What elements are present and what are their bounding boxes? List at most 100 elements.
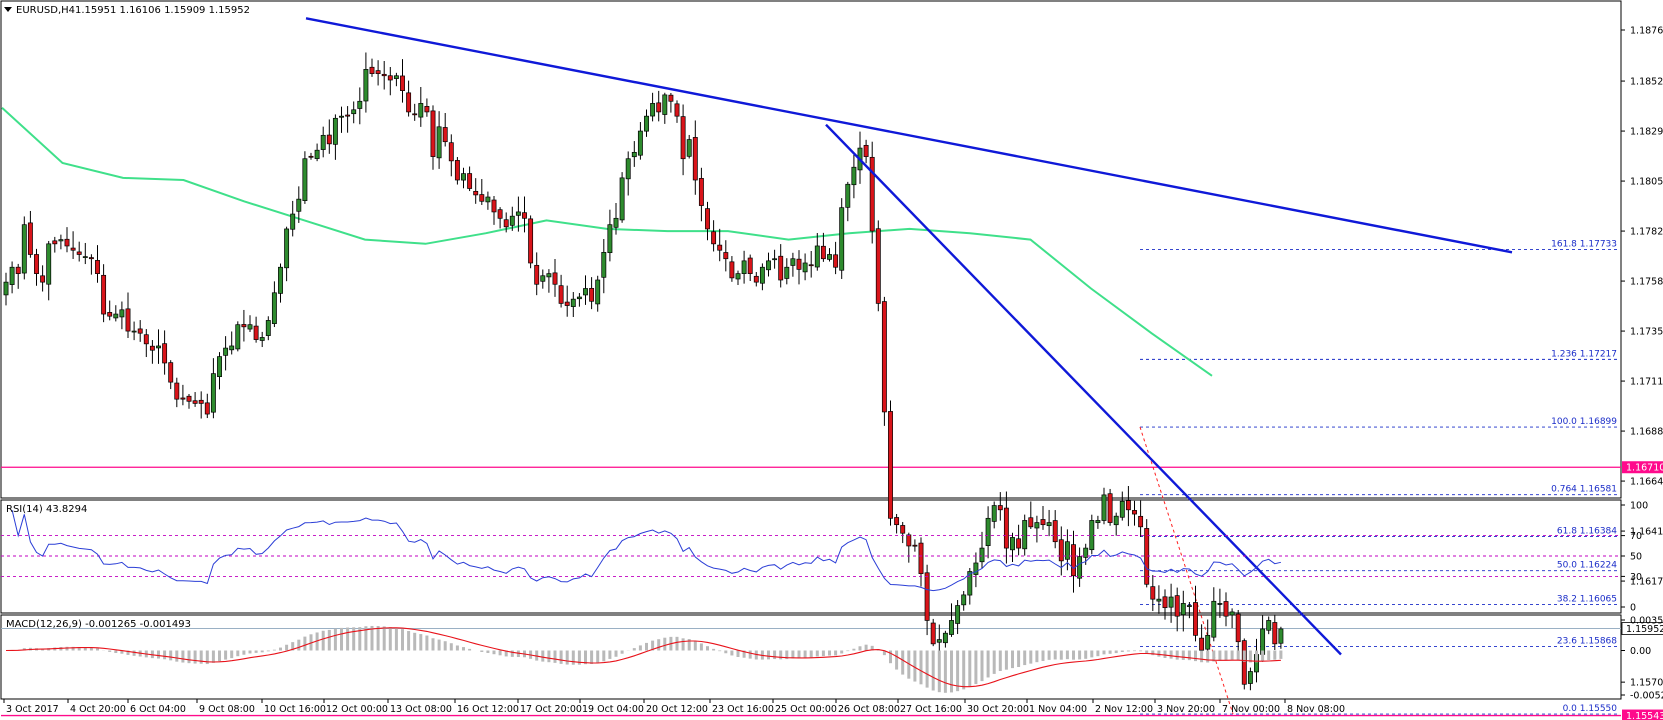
candle-body xyxy=(552,272,558,285)
candle-body xyxy=(790,258,796,266)
candle-body xyxy=(156,345,161,349)
fib-level-ratio: 161.8 xyxy=(1551,240,1580,250)
candle-body xyxy=(644,115,649,132)
candle-body xyxy=(278,266,283,294)
resistance-price-label: 1.16710 xyxy=(1626,463,1663,474)
candle-body xyxy=(540,275,546,282)
candle-body xyxy=(70,247,76,251)
candle-body xyxy=(613,217,619,228)
candle-body xyxy=(875,228,881,304)
candle-body xyxy=(637,130,643,156)
axes: 1.18765 1.18525 1.18290 1.18055 1.17820 1.175… xyxy=(3,26,1663,720)
time-tick-label: 4 Oct 20:00 xyxy=(70,704,126,715)
fib-level-price: 1.16384 xyxy=(1580,527,1617,537)
rsi-tick-label: 30 xyxy=(1630,572,1642,583)
candle-body xyxy=(1217,603,1223,605)
fib-level-ratio: 23.6 xyxy=(1557,636,1580,646)
candle-body xyxy=(717,244,723,251)
candle-body xyxy=(918,542,924,574)
candle-body xyxy=(583,288,588,296)
price-panel-frame xyxy=(0,0,1622,499)
candle-body xyxy=(839,207,845,271)
candle-body xyxy=(833,254,839,268)
candle-body xyxy=(1205,634,1211,650)
candle-body xyxy=(894,517,900,526)
candle-body xyxy=(3,281,9,296)
candle-body xyxy=(766,260,771,271)
macd-tick-label: 0.003598 xyxy=(1630,616,1663,627)
fib-level-ratio: 100.0 xyxy=(1551,417,1580,427)
candle-body xyxy=(46,243,52,285)
candle-body xyxy=(27,222,33,255)
price-tick-label: 1.16175 xyxy=(1630,577,1663,588)
candle-body xyxy=(332,117,338,145)
candle-body xyxy=(229,345,235,351)
candle-body xyxy=(930,622,936,645)
candlesticks xyxy=(3,52,1284,691)
time-tick-label: 2 Nov 12:00 xyxy=(1095,704,1153,715)
price-tick-label: 1.17585 xyxy=(1630,277,1663,288)
time-tick-label: 10 Oct 16:00 xyxy=(264,704,326,715)
candle-body xyxy=(400,75,405,91)
price-tick-label: 1.16645 xyxy=(1630,477,1663,488)
candle-body xyxy=(247,324,253,330)
fib-level-text: 23.6 1.15868 xyxy=(1557,636,1617,646)
price-tick-label: 1.18055 xyxy=(1630,177,1663,188)
candle-body xyxy=(1211,600,1217,638)
candle-body xyxy=(753,275,759,283)
candle-body xyxy=(467,173,473,189)
candle-body xyxy=(1272,622,1278,645)
candle-body xyxy=(320,134,326,150)
candle-body xyxy=(1278,628,1284,644)
candle-body xyxy=(973,562,979,575)
candle-body xyxy=(680,116,686,160)
candle-body xyxy=(113,313,119,319)
price-tick-label: 1.18765 xyxy=(1630,26,1663,37)
candle-body xyxy=(900,525,906,534)
candle-body xyxy=(967,571,973,596)
candle-body xyxy=(241,324,247,328)
fib-level-ratio: 0.764 xyxy=(1551,485,1580,495)
candle-body xyxy=(735,273,741,280)
candle-body xyxy=(143,334,149,345)
candle-body xyxy=(381,73,387,77)
fib-level-text: 1.236 1.17217 xyxy=(1551,349,1617,359)
candle-body xyxy=(820,245,826,260)
candle-body xyxy=(162,343,168,364)
fib-level-text: 61.8 1.16384 xyxy=(1557,527,1617,537)
candle-body xyxy=(942,632,948,644)
price-tick-label: 1.17350 xyxy=(1630,327,1663,338)
time-tick-label: 3 Nov 20:00 xyxy=(1157,704,1215,715)
candle-body xyxy=(259,337,265,341)
time-tick-label: 27 Oct 16:00 xyxy=(900,704,962,715)
candle-body xyxy=(546,273,552,278)
fib-diagonal-line xyxy=(1139,426,1234,715)
candle-body xyxy=(991,505,997,522)
candle-body xyxy=(1168,596,1174,608)
candle-body xyxy=(58,239,64,242)
candle-body xyxy=(314,149,320,159)
candle-body xyxy=(198,399,204,404)
candle-body xyxy=(1071,544,1076,577)
candle-body xyxy=(186,395,192,402)
candle-body xyxy=(784,266,790,279)
candle-body xyxy=(729,261,735,279)
collapse-triangle-icon[interactable] xyxy=(4,7,12,12)
candle-body xyxy=(851,166,857,186)
candle-body xyxy=(686,139,692,157)
candle-body xyxy=(747,257,753,274)
candle-body xyxy=(1241,640,1247,685)
rsi-panel-frame xyxy=(0,499,1622,614)
price-tick-label: 1.16410 xyxy=(1630,527,1663,538)
candle-body xyxy=(1010,537,1015,551)
candle-body xyxy=(1138,515,1144,528)
candle-body xyxy=(15,266,21,274)
candle-body xyxy=(1193,602,1198,636)
candle-body xyxy=(1101,494,1107,521)
resistance-price-tag xyxy=(1622,461,1663,474)
candle-body xyxy=(808,264,814,267)
candle-body xyxy=(131,330,137,333)
candle-body xyxy=(881,301,887,413)
candle-body xyxy=(723,252,729,260)
candle-body xyxy=(101,274,107,315)
